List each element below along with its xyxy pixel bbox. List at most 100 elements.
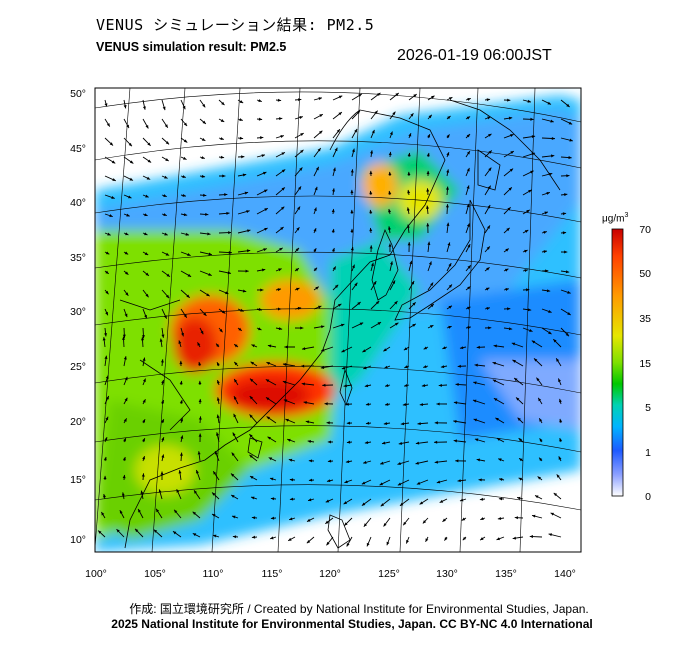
wind-arrow-head xyxy=(321,348,325,352)
wind-arrow-head xyxy=(467,286,471,290)
wind-arrow-head xyxy=(183,213,188,217)
lon-label-115: 115° xyxy=(262,568,283,580)
wind-arrow-head xyxy=(404,383,408,387)
wind-arrow-head xyxy=(493,398,498,402)
wind-arrow-head xyxy=(222,174,226,178)
wind-arrow-head xyxy=(230,473,235,477)
wind-arrow-head xyxy=(156,508,160,513)
wind-arrow-head xyxy=(232,515,236,519)
wind-arrow-head xyxy=(462,536,467,541)
wind-arrow-head xyxy=(183,139,188,143)
lon-label-125: 125° xyxy=(378,568,400,580)
wind-arrow-head xyxy=(370,262,374,267)
wind-arrow-head xyxy=(386,541,390,546)
wind-arrow-head xyxy=(498,458,502,462)
lat-label-40: 40° xyxy=(70,197,86,209)
wind-arrow-head xyxy=(183,156,187,160)
colorbar-tick-70: 70 xyxy=(639,224,651,236)
wind-arrow-head xyxy=(308,459,313,463)
wind-arrow-head xyxy=(214,451,218,455)
wind-arrow-head xyxy=(524,269,528,273)
wind-arrow-head xyxy=(319,114,323,118)
lon-label-120: 120° xyxy=(319,568,341,580)
colorbar-tick-15: 15 xyxy=(639,358,651,370)
wind-arrow-head xyxy=(165,252,170,256)
wind-arrow-head xyxy=(487,185,491,190)
wind-arrow-head xyxy=(245,269,249,273)
colorbar-unit: μg/m3 xyxy=(602,212,629,225)
wind-arrow-head xyxy=(486,307,490,311)
wind-arrow-head xyxy=(472,399,477,403)
wind-arrow-head xyxy=(425,538,429,542)
wind-arrow-head xyxy=(457,479,461,483)
wind-arrow-head xyxy=(467,244,471,248)
wind-arrow-head xyxy=(508,187,512,191)
wind-arrow-head xyxy=(213,471,217,475)
wind-arrow-head xyxy=(446,222,450,226)
wind-arrow-head xyxy=(505,288,509,291)
colorbar: 70 50 35 15 5 1 0 xyxy=(611,224,651,503)
wind-arrow-head xyxy=(280,226,284,231)
wind-arrow-head xyxy=(280,135,284,138)
wind-arrow-head xyxy=(201,137,206,141)
wind-arrow-head xyxy=(165,141,170,145)
wind-arrow-head xyxy=(208,272,212,276)
wind-arrow-head xyxy=(287,438,291,442)
wind-arrow-head xyxy=(392,111,396,116)
wind-arrow-head xyxy=(216,414,220,418)
wind-arrow-head xyxy=(261,154,265,158)
wind-arrow-head xyxy=(492,361,497,365)
wind-arrow-head xyxy=(453,419,457,423)
wind-arrow-head xyxy=(128,195,132,199)
wind-arrow-head xyxy=(423,346,428,350)
wind-arrow-head xyxy=(119,510,123,514)
wind-arrow-head xyxy=(410,113,414,117)
wind-arrow-head xyxy=(388,190,392,195)
wind-arrow-head xyxy=(303,401,307,405)
wind-arrow-head xyxy=(504,268,509,272)
wind-arrow-head xyxy=(300,133,304,137)
wind-arrow-head xyxy=(267,436,271,440)
wind-arrow-head xyxy=(496,438,501,442)
wind-arrow-head xyxy=(508,116,513,120)
wind-arrow-head xyxy=(510,134,514,137)
wind-arrow-head xyxy=(531,152,536,156)
wind-arrow-head xyxy=(109,142,114,146)
wind-arrow-head xyxy=(412,323,416,327)
wind-arrow-head xyxy=(434,460,439,464)
wind-arrow-head xyxy=(142,456,146,460)
wind-arrow-head xyxy=(163,315,167,319)
wind-arrow-head xyxy=(417,422,421,426)
wind-arrow-head xyxy=(488,167,492,171)
wind-arrow-head xyxy=(317,148,321,152)
wind-arrow-head xyxy=(262,171,267,175)
wind-arrow-head xyxy=(279,117,283,121)
wind-arrow-head xyxy=(428,261,432,265)
wind-arrow-head xyxy=(442,346,446,350)
wind-arrow-head xyxy=(397,482,402,486)
wind-arrow-head xyxy=(241,155,245,159)
wind-arrow-head xyxy=(508,327,513,331)
wind-arrow-head xyxy=(480,517,484,521)
wind-arrow-head xyxy=(187,273,192,277)
wind-arrow-head xyxy=(198,380,202,385)
wind-arrow-head xyxy=(282,380,287,384)
wind-arrow-head xyxy=(444,537,448,541)
wind-arrow-head xyxy=(308,498,312,502)
wind-arrow-head xyxy=(346,421,351,425)
wind-arrow-head xyxy=(486,267,490,271)
wind-arrow-head xyxy=(239,100,244,103)
wind-arrow-head xyxy=(436,480,441,484)
lon-label-110: 110° xyxy=(203,568,224,580)
wind-arrow-head xyxy=(278,327,283,331)
wind-arrow-head xyxy=(448,263,452,267)
wind-arrow-head xyxy=(406,224,410,228)
wind-arrow-head xyxy=(122,334,126,338)
lat-label-45: 45° xyxy=(70,143,86,155)
wind-arrow-head xyxy=(434,440,438,444)
wind-arrow-head xyxy=(546,289,551,293)
credit-line-1: 作成: 国立環境研究所 / Created by National Instit… xyxy=(129,602,589,616)
wind-arrow-head xyxy=(164,232,168,236)
wind-arrow-head xyxy=(251,535,256,539)
